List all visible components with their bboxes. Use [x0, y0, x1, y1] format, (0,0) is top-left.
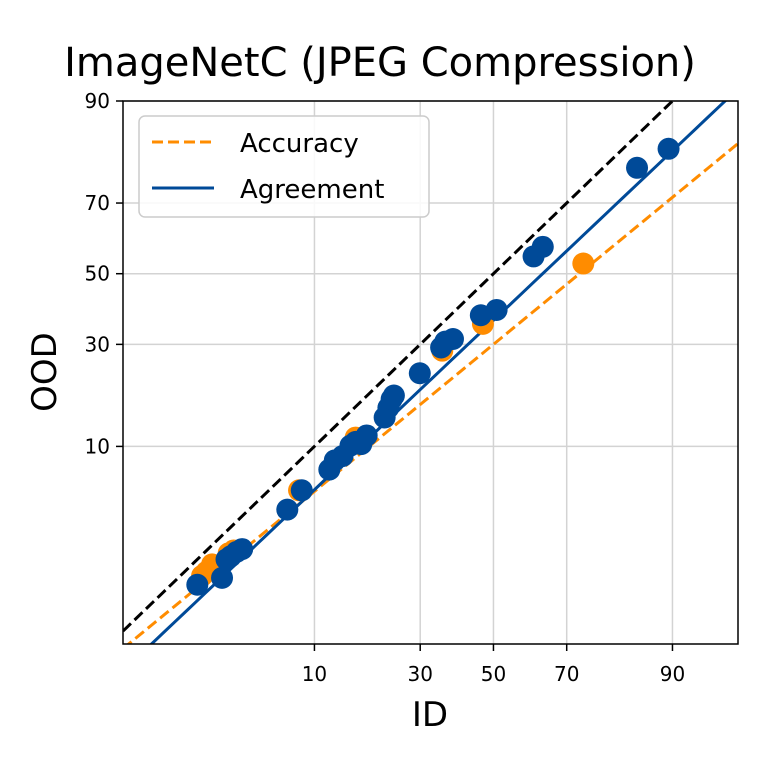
point-agreement [231, 538, 254, 561]
legend-accuracy-label: Accuracy [240, 129, 359, 159]
legend: Accuracy Agreement [138, 115, 430, 218]
x-axis-label: ID [412, 695, 448, 735]
point-agreement [290, 479, 313, 502]
point-agreement [276, 498, 299, 521]
point-agreement [382, 384, 405, 407]
x-tick-label: 30 [407, 662, 432, 686]
x-tick-label: 50 [481, 662, 506, 686]
point-accuracy [572, 252, 595, 275]
y-axis-ticks: 10 30 50 70 90 [85, 89, 123, 458]
reference-diagonal-line [123, 101, 675, 633]
y-tick-label: 70 [85, 191, 110, 215]
point-agreement [211, 566, 234, 589]
x-tick-label: 90 [660, 662, 685, 686]
y-tick-label: 90 [85, 89, 110, 113]
y-tick-label: 50 [85, 262, 110, 286]
point-agreement [355, 424, 378, 447]
plot-frame [122, 100, 739, 645]
x-tick-label: 10 [302, 662, 327, 686]
point-agreement [531, 235, 554, 258]
point-agreement [408, 362, 431, 385]
legend-agreement-label: Agreement [240, 175, 384, 205]
x-tick-label: 70 [554, 662, 579, 686]
point-agreement [626, 156, 649, 179]
point-agreement [485, 298, 508, 321]
y-tick-label: 10 [85, 434, 110, 458]
chart-title: ImageNetC (JPEG Compression) [64, 40, 696, 86]
y-axis-label: OOD [25, 332, 65, 412]
data-points [186, 137, 680, 596]
y-tick-label: 30 [85, 332, 110, 356]
legend-box [138, 115, 430, 218]
point-agreement [657, 137, 680, 160]
point-agreement [441, 328, 464, 351]
x-axis-ticks: 10 30 50 70 90 [302, 644, 685, 686]
point-agreement [186, 573, 209, 596]
